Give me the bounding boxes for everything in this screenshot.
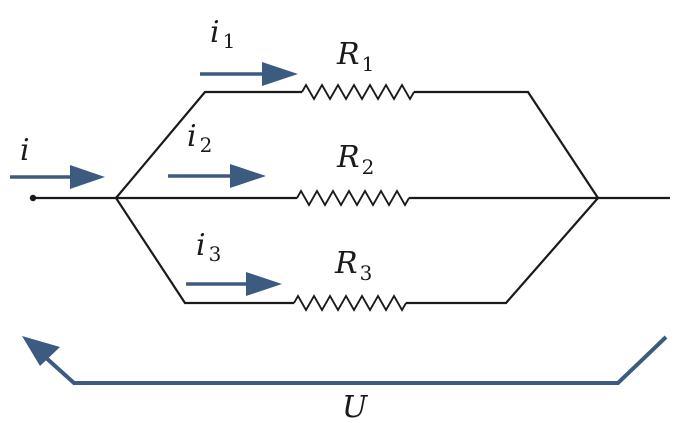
label-i: i: [20, 133, 30, 168]
voltage-arrow-u: [22, 335, 668, 385]
current-arrow-i3: [186, 272, 282, 296]
current-arrow-i1: [200, 62, 298, 86]
resistor-r1: [301, 83, 415, 101]
resistor-r3: [293, 294, 407, 312]
label-u: U: [342, 390, 369, 423]
branch-1-right-wire: [414, 90, 599, 199]
branch-3-left-wire: [115, 197, 294, 305]
branch-3-right-wire: [406, 197, 599, 305]
current-arrow-i2: [168, 164, 266, 188]
branch-1-left-wire: [115, 90, 302, 199]
resistor-r2: [296, 189, 410, 207]
current-arrow-i: [10, 165, 105, 189]
